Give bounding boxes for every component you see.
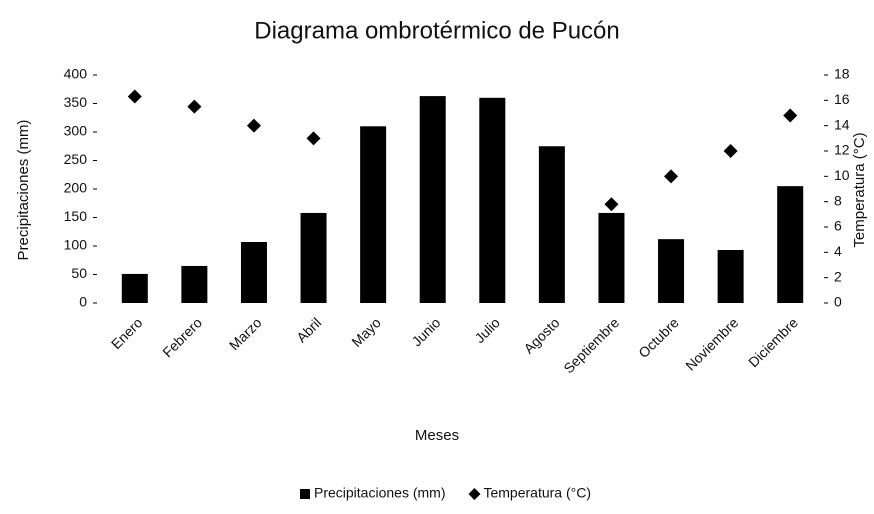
- temperature-marker: [485, 201, 500, 215]
- temperature-marker: [366, 169, 381, 184]
- x-tick-label: Junio: [408, 314, 443, 349]
- y-tick-label: 400: [64, 66, 88, 82]
- temperature-marker: [127, 89, 142, 104]
- chart-title: Diagrama ombrotérmico de Pucón: [254, 17, 620, 44]
- y2-axis-title: Temperatura (°C): [851, 132, 868, 247]
- y-tick-label: 50: [71, 265, 87, 281]
- bar: [479, 97, 506, 303]
- x-tick-label: Septiembre: [560, 314, 622, 376]
- y-axis-title: Precipitaciones (mm): [15, 120, 32, 261]
- x-tick-label: Mayo: [348, 314, 384, 350]
- y-tick-label: 350: [64, 94, 88, 110]
- temperature-marker: [425, 194, 440, 209]
- bar: [181, 265, 208, 303]
- y2-tick-label: 16: [834, 91, 850, 107]
- y2-tick-label: 18: [834, 66, 850, 82]
- x-tick-label: Julio: [471, 314, 503, 346]
- x-tick-label: Diciembre: [745, 314, 801, 370]
- bar: [598, 212, 625, 303]
- y2-tick-label: 0: [834, 294, 842, 310]
- temperature-marker: [187, 99, 202, 114]
- y2-tick-label: 2: [834, 268, 842, 284]
- bar: [300, 212, 327, 303]
- y2-tick-label: 6: [834, 218, 842, 234]
- y-tick-label: 0: [79, 294, 87, 310]
- x-tick-label: Octubre: [635, 314, 682, 361]
- temperature-marker: [723, 144, 738, 158]
- x-tick-label: Febrero: [159, 314, 205, 360]
- x-tick-label: Agosto: [520, 314, 562, 356]
- y-tick-label: 250: [64, 151, 88, 167]
- temperature-marker: [664, 169, 679, 184]
- y2-tick-label: 10: [834, 167, 850, 183]
- bar: [121, 273, 148, 303]
- y2-tick-label: 8: [834, 192, 842, 208]
- y-tick-label: 300: [64, 123, 88, 139]
- bar: [658, 239, 685, 303]
- y-tick-label: 200: [64, 180, 88, 196]
- y-tick-label: 150: [64, 208, 88, 224]
- x-tick-label: Enero: [108, 314, 146, 352]
- x-axis-title: Meses: [415, 427, 459, 444]
- x-tick-label: Noviembre: [682, 314, 741, 373]
- y2-tick-label: 4: [834, 243, 842, 259]
- temperature-marker: [783, 108, 798, 123]
- y2-tick-label: 12: [834, 142, 850, 158]
- temperature-marker: [246, 118, 261, 133]
- bar: [538, 146, 565, 303]
- legend-swatch: [300, 489, 310, 499]
- temperature-marker: [306, 131, 321, 146]
- x-tick-label: Marzo: [226, 314, 265, 353]
- legend-label: Precipitaciones (mm): [314, 485, 445, 501]
- bar: [777, 186, 804, 303]
- legend-swatch: [468, 488, 481, 500]
- bar: [360, 126, 387, 303]
- y-tick-label: 100: [64, 237, 88, 253]
- bar: [240, 242, 267, 303]
- temperature-marker: [544, 194, 559, 209]
- bar: [717, 249, 744, 303]
- temperature-marker: [604, 197, 619, 212]
- x-tick-label: Abril: [293, 314, 324, 345]
- legend-label: Temperatura (°C): [483, 485, 591, 501]
- y2-tick-label: 14: [834, 116, 850, 132]
